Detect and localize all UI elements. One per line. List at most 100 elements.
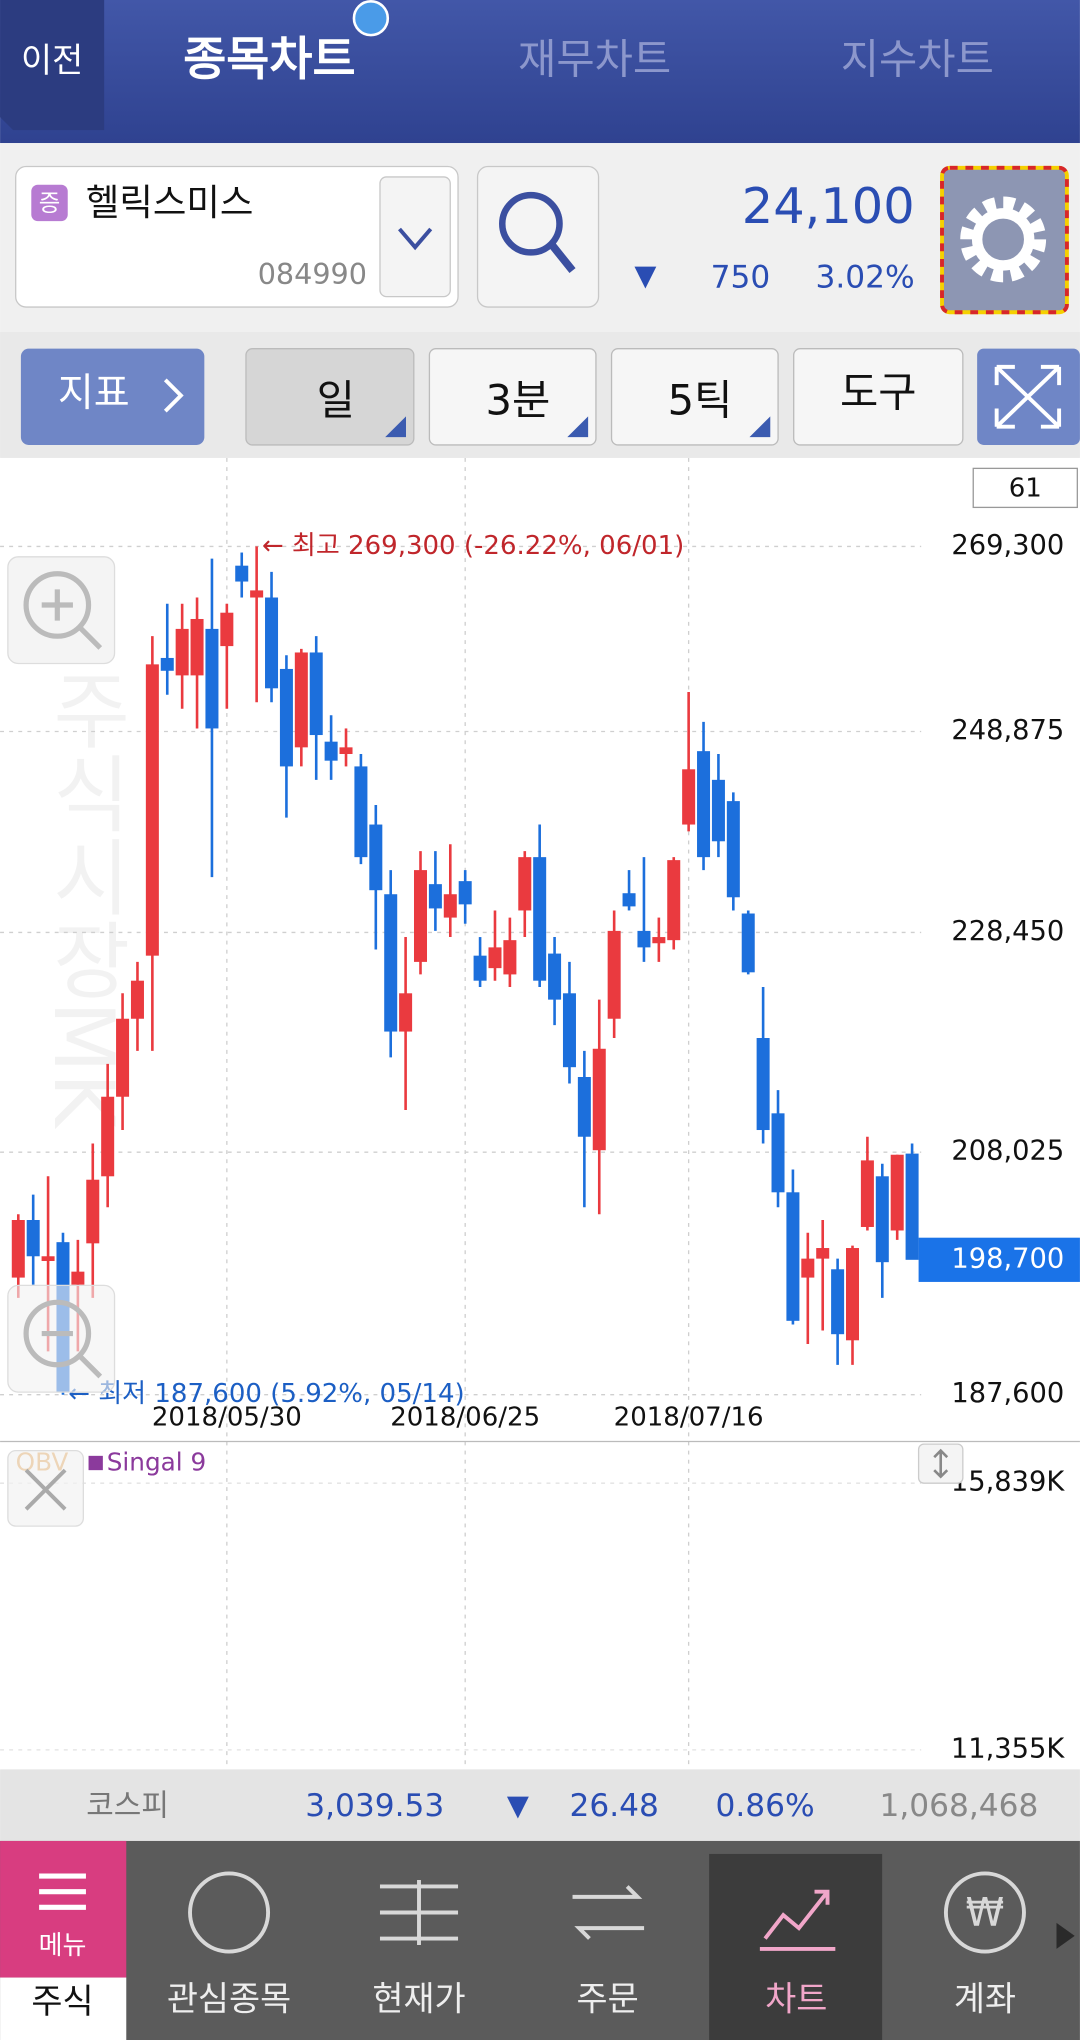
y-tick-label: 248,875 <box>951 715 1064 746</box>
nav-item[interactable]: 주문 <box>577 1979 639 2018</box>
indicator-button[interactable] <box>20 348 205 445</box>
market-arrow: ▼ <box>507 1788 529 1822</box>
y-tick-label: 269,300 <box>951 530 1064 561</box>
nav-more[interactable] <box>1056 1922 1075 1949</box>
corner-mark <box>749 416 771 438</box>
period-label[interactable]: 일 <box>317 375 355 424</box>
y-tick-label: 228,450 <box>951 916 1064 947</box>
market-index-value: 3,039.53 <box>305 1788 444 1824</box>
candle-body <box>101 1096 115 1177</box>
tools-label[interactable]: 도구 <box>840 368 917 417</box>
tools-button[interactable] <box>793 348 964 446</box>
nav-item[interactable]: 계좌 <box>954 1979 1016 2018</box>
visible-count: 61 <box>1009 474 1042 504</box>
period-button[interactable] <box>245 348 415 446</box>
candle-body <box>503 940 517 975</box>
candle-body <box>458 881 472 905</box>
tab-badge <box>352 0 390 37</box>
settings-icon <box>971 208 1035 271</box>
market-bar <box>0 1769 1080 1841</box>
candle-body <box>324 741 338 761</box>
candle-body <box>786 1192 800 1321</box>
zoom-icon <box>41 589 103 650</box>
candle-body <box>294 652 308 748</box>
candle-body <box>369 824 383 891</box>
market-volume: 1,068,468 <box>879 1788 1038 1824</box>
settings-highlight <box>940 165 1069 315</box>
candle-body <box>741 913 755 973</box>
candle-body <box>518 857 532 911</box>
indicator-label[interactable]: 지표 <box>58 371 130 416</box>
nav-icon <box>759 1889 836 1951</box>
stock-change: 750 <box>711 259 771 295</box>
candle-body <box>890 1154 904 1231</box>
candle-body <box>577 1076 591 1137</box>
dropdown-button[interactable] <box>379 176 451 298</box>
candle-body <box>846 1248 860 1341</box>
candle-body <box>711 779 725 842</box>
candle-body <box>160 657 174 671</box>
candle-body <box>875 1176 889 1263</box>
nav-item[interactable]: 관심종목 <box>167 1979 291 2018</box>
candle-body <box>488 947 502 969</box>
minute-button[interactable] <box>428 348 597 446</box>
candle-body <box>71 1271 85 1285</box>
change-arrow: ▼ <box>634 258 656 292</box>
x-tick-label: 2018/05/30 <box>152 1403 302 1433</box>
candle-body <box>637 930 651 948</box>
stock-name: 헬릭스미스 <box>86 181 253 224</box>
settings-button[interactable] <box>940 165 1069 315</box>
zoom-icon <box>41 1330 103 1379</box>
candle-body <box>548 953 562 1000</box>
candle-body <box>860 1160 874 1227</box>
menu-label[interactable]: 메뉴 <box>39 1931 87 1961</box>
candle-body <box>175 628 189 676</box>
back-label[interactable]: 이전 <box>21 41 83 80</box>
y-tick-label: 11,355K <box>951 1733 1066 1764</box>
resize-icon <box>933 1448 949 1479</box>
nav-icon <box>572 1885 645 1940</box>
watermark: 주식시장MK <box>35 668 132 1130</box>
section-label[interactable]: 주식 <box>31 1982 93 2021</box>
back-button[interactable] <box>0 0 105 131</box>
candle-body <box>26 1220 40 1257</box>
candle-body <box>11 1220 25 1278</box>
tick-button[interactable] <box>610 348 779 446</box>
candle-body <box>265 597 279 689</box>
stock-price: 24,100 <box>742 177 915 235</box>
candle-body <box>220 612 234 647</box>
legend-label: Singal 9 <box>107 1448 206 1477</box>
tab[interactable]: 재무차트 <box>518 34 671 83</box>
candle-body <box>235 565 249 582</box>
candle-body <box>682 769 696 825</box>
stock-box[interactable] <box>15 165 459 308</box>
tab-active[interactable]: 종목차트 <box>183 33 355 87</box>
close-icon <box>24 1468 67 1511</box>
menu-icon <box>39 1873 86 1910</box>
candle-body <box>145 664 159 956</box>
search-icon <box>499 191 563 256</box>
candle-body <box>697 751 711 858</box>
count-box <box>972 467 1078 509</box>
candle-body <box>86 1179 100 1244</box>
nav-icon <box>379 1879 459 1946</box>
y-tick-label: 15,839K <box>951 1467 1066 1498</box>
section-tab[interactable] <box>0 1977 127 2040</box>
tick-label[interactable]: 5틱 <box>668 375 733 424</box>
current-price-marker <box>918 1237 1080 1282</box>
minute-label[interactable]: 3분 <box>485 375 550 424</box>
current-price-label: 198,700 <box>951 1243 1064 1274</box>
nav-item[interactable]: 차트 <box>765 1979 827 2018</box>
nav-icon <box>188 1871 271 1954</box>
stock-badge-bg <box>31 184 68 222</box>
search-icon <box>548 242 576 274</box>
x-tick-label: 2018/07/16 <box>614 1403 764 1433</box>
tab[interactable]: 지수차트 <box>841 34 994 83</box>
candle-body <box>250 590 264 598</box>
search-button[interactable] <box>476 165 600 308</box>
nav-icon: ₩ <box>966 1891 1005 1936</box>
nav-item[interactable]: 현재가 <box>372 1979 465 2018</box>
x-tick-label: 2018/06/25 <box>390 1403 540 1433</box>
market-index-name: 코스피 <box>86 1789 169 1824</box>
candle-body <box>354 766 368 858</box>
